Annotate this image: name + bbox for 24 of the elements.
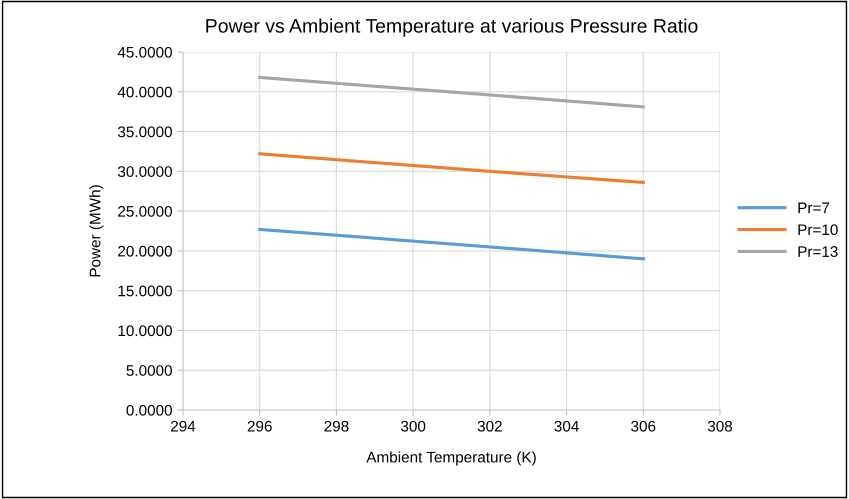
y-tick-label: 10.0000	[118, 325, 172, 336]
y-tick-label: 45.0000	[118, 46, 172, 58]
x-tick-label: 296	[248, 420, 272, 432]
y-tick-label: 5.0000	[126, 365, 172, 376]
legend-label: Pr=13	[798, 246, 838, 257]
x-axis-title: Ambient Temperature (K)	[366, 451, 536, 466]
y-tick-label: 0.0000	[126, 404, 172, 416]
x-tick-label: 298	[324, 420, 349, 432]
y-tick-label: 40.0000	[118, 86, 172, 98]
x-tick-label: 294	[171, 420, 196, 432]
y-tick-label: 15.0000	[118, 286, 172, 296]
x-tick-label: 300	[400, 420, 426, 432]
x-tick-label: 308	[708, 420, 732, 432]
x-tick-label: 306	[631, 420, 656, 432]
y-tick-label: 30.0000	[118, 166, 172, 178]
y-tick-label: 20.0000	[118, 246, 172, 257]
chart-title: Power vs Ambient Temperature at various Pressure Ratio	[206, 18, 698, 37]
y-tick-label: 35.0000	[118, 126, 172, 138]
x-tick-label: 304	[554, 420, 579, 432]
x-tick-label: 302	[478, 420, 502, 432]
legend-label: Pr=7	[798, 202, 830, 214]
legend-label: Pr=10	[798, 224, 838, 236]
y-axis-title: Power (MWh)	[89, 185, 104, 276]
y-tick-label: 25.0000	[118, 206, 172, 217]
